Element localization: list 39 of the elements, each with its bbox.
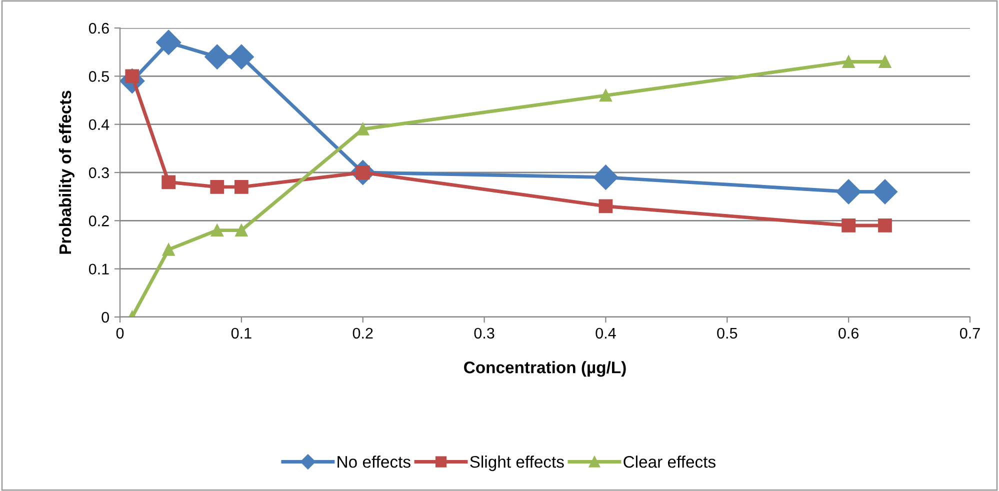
point (599, 89, 612, 102)
point (878, 55, 892, 68)
y-tick-label: 0 (102, 312, 109, 323)
x-tick-label: 0.3 (474, 328, 494, 339)
legend-label: Clear effects (624, 456, 716, 468)
point (156, 30, 182, 55)
point (234, 180, 248, 194)
legend-label: Slight effects (470, 456, 564, 472)
y-tick-label: 0.1 (88, 264, 109, 275)
point (235, 224, 248, 237)
y-tick-label: 0.5 (88, 71, 109, 82)
point (836, 179, 862, 204)
x-tick-label: 0.7 (960, 328, 980, 339)
x-axis-title: Concentration (µg/L) (464, 361, 626, 377)
legend-label: No effects (338, 456, 410, 468)
point (842, 218, 856, 232)
y-tick-label: 0.4 (88, 119, 110, 130)
point (872, 179, 898, 204)
y-tick-label: 0.3 (88, 167, 109, 178)
point (842, 55, 855, 68)
y-tick-label: 0.2 (88, 216, 109, 226)
y-tick-label: 0.6 (88, 22, 109, 34)
point (162, 175, 176, 190)
x-tick-label: 0.1 (231, 328, 252, 339)
point (210, 224, 224, 237)
point (593, 164, 618, 190)
point (204, 44, 230, 70)
point (228, 44, 254, 70)
point (356, 122, 370, 136)
point (162, 243, 175, 256)
y-axis-title: Probability of effects (58, 90, 74, 254)
point (210, 180, 224, 194)
x-tick-label: 0.5 (717, 328, 738, 339)
point (598, 199, 613, 214)
x-tick-label: 0.2 (352, 328, 373, 339)
x-tick-label: 0.6 (838, 328, 859, 339)
x-tick-label: 0.4 (596, 328, 616, 339)
point (878, 218, 892, 232)
x-tick-label: 0 (116, 328, 124, 339)
